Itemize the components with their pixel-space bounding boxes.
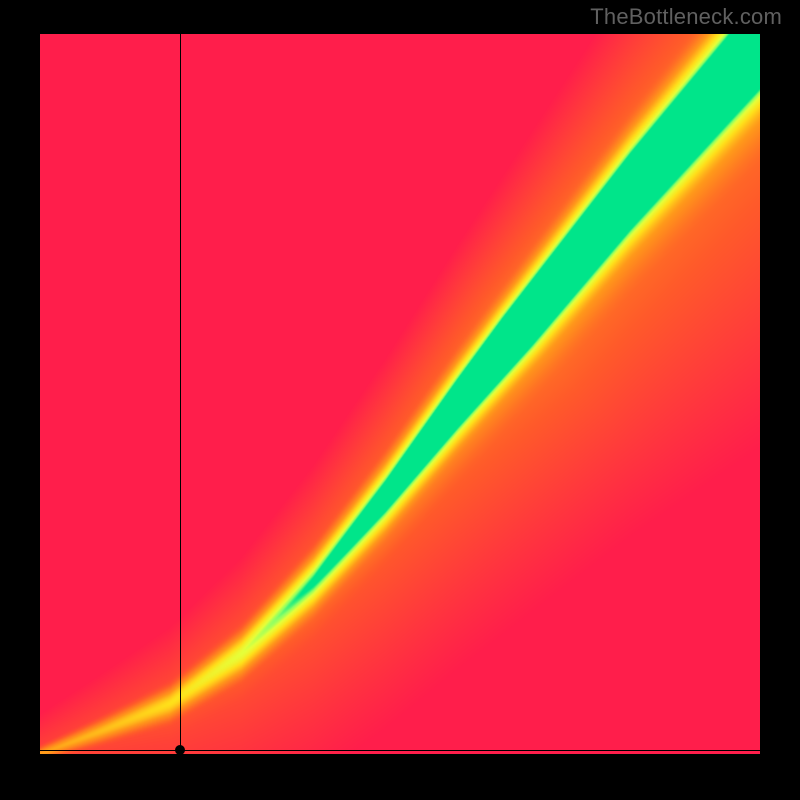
- heatmap-plot: [40, 34, 760, 754]
- crosshair-point: [175, 745, 185, 755]
- heatmap-canvas: [40, 34, 760, 754]
- watermark: TheBottleneck.com: [590, 4, 782, 30]
- crosshair-vertical: [180, 34, 181, 754]
- crosshair-horizontal: [40, 750, 760, 751]
